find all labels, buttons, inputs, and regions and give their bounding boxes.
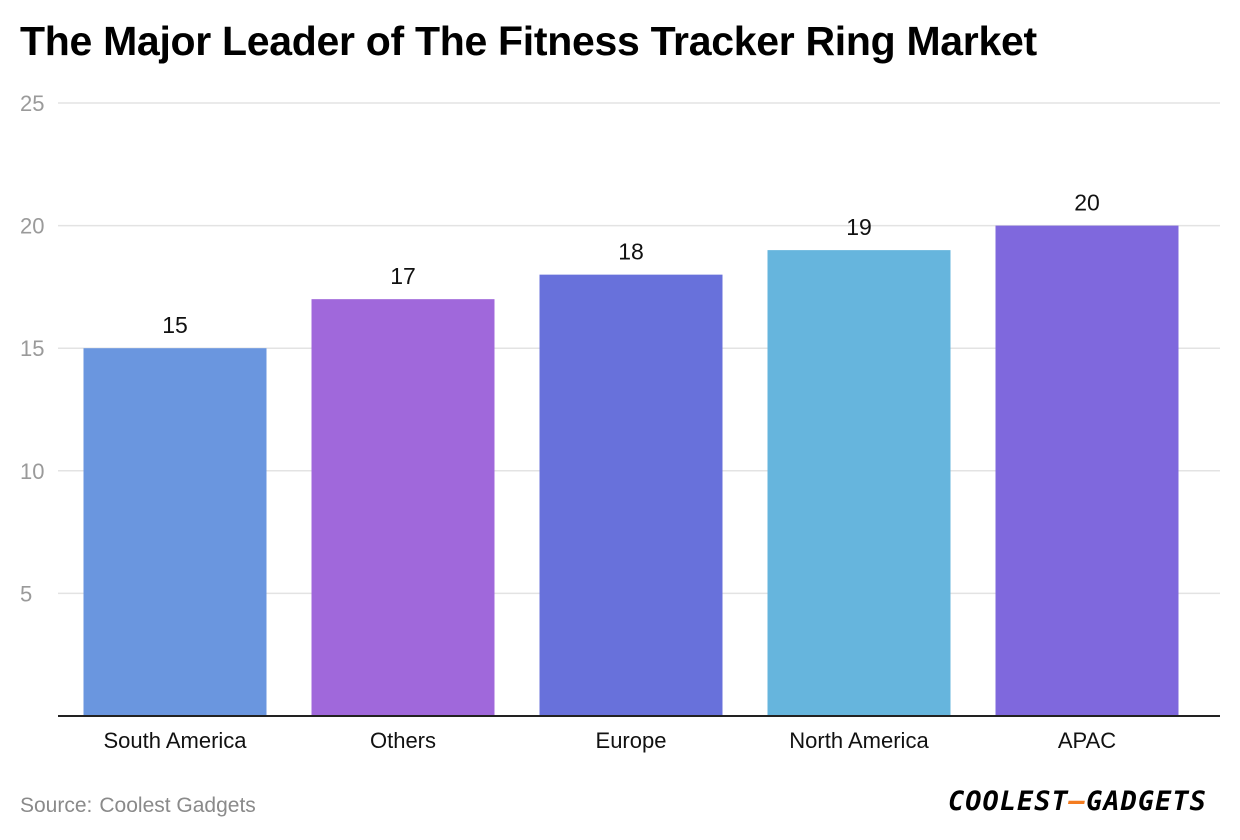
bar bbox=[767, 250, 951, 716]
x-tick-label: APAC bbox=[1058, 728, 1116, 753]
data-label: 15 bbox=[162, 312, 188, 338]
bar bbox=[311, 299, 495, 716]
x-tick-label: North America bbox=[789, 728, 929, 753]
data-label: 20 bbox=[1074, 190, 1100, 216]
y-tick-label: 5 bbox=[20, 581, 32, 606]
source-label: Source: bbox=[20, 794, 93, 817]
source-note: Source: Coolest Gadgets bbox=[20, 794, 256, 818]
bar bbox=[83, 348, 267, 716]
data-label: 18 bbox=[618, 239, 644, 265]
data-label: 19 bbox=[846, 214, 872, 240]
x-tick-label: South America bbox=[103, 728, 247, 753]
brand-logo: COOLEST–GADGETS bbox=[948, 786, 1207, 817]
bar bbox=[539, 274, 723, 716]
y-axis-ticks: 5 10 15 20 25 bbox=[20, 91, 44, 606]
source-value: Coolest Gadgets bbox=[99, 794, 256, 817]
y-tick-label: 20 bbox=[20, 214, 44, 239]
bars bbox=[83, 225, 1179, 716]
y-tick-label: 10 bbox=[20, 459, 44, 484]
bar-chart: 5 10 15 20 25 15 17 18 19 20 South America Others… bbox=[20, 91, 1220, 753]
data-label: 17 bbox=[390, 263, 416, 289]
bar bbox=[995, 225, 1179, 716]
y-tick-label: 25 bbox=[20, 91, 44, 116]
chart-title: The Major Leader of The Fitness Tracker … bbox=[20, 18, 1037, 64]
data-labels: 15 17 18 19 20 bbox=[162, 190, 1100, 339]
x-axis-ticks: South America Others Europe North America AP… bbox=[103, 728, 1116, 753]
x-tick-label: Others bbox=[370, 728, 436, 753]
x-tick-label: Europe bbox=[596, 728, 667, 753]
y-tick-label: 15 bbox=[20, 336, 44, 361]
